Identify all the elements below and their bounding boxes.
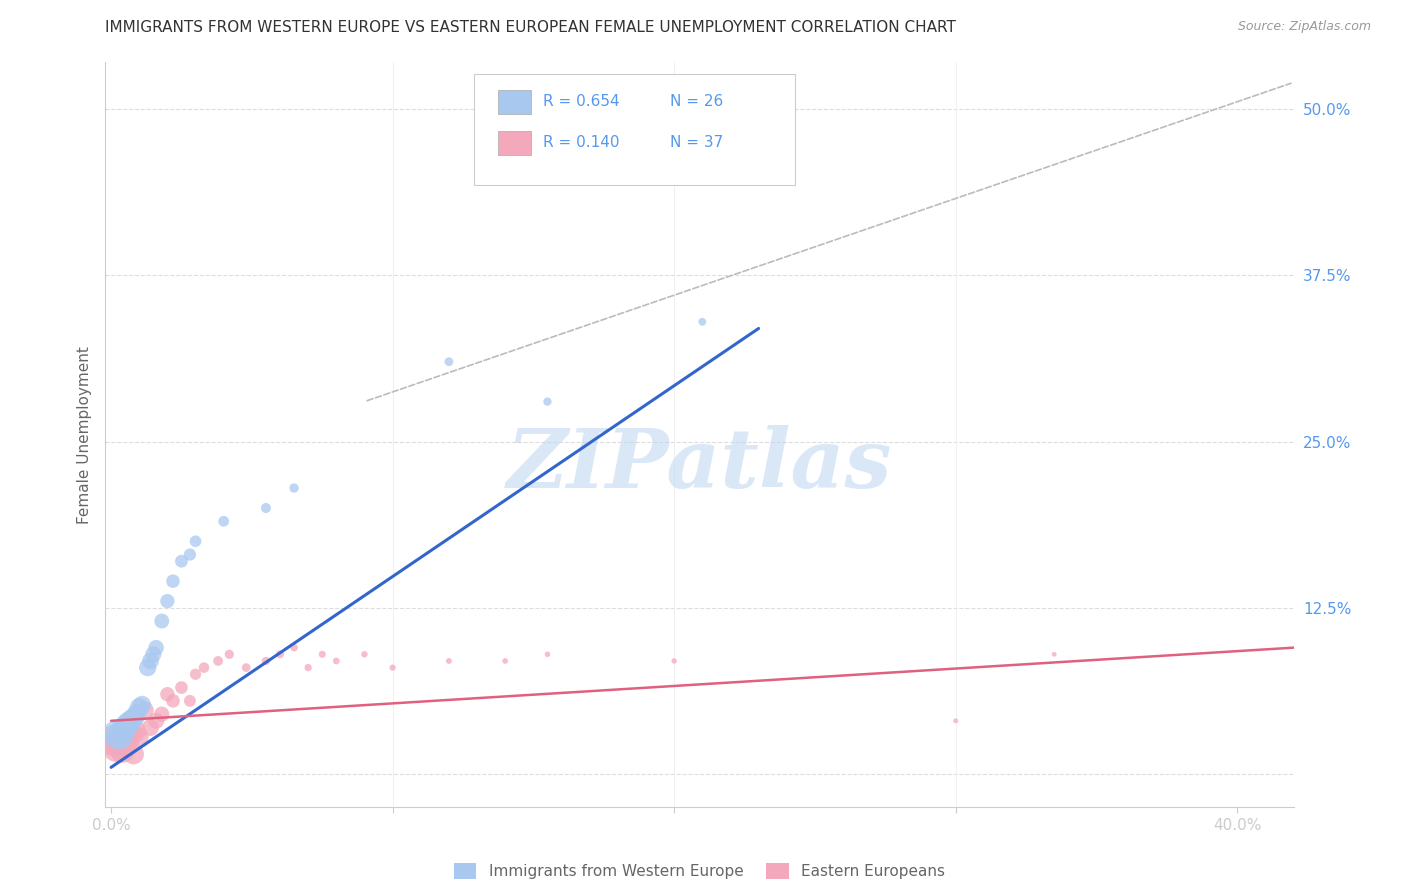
FancyBboxPatch shape	[498, 131, 531, 155]
Point	[105, 740, 128, 755]
Point	[122, 711, 145, 725]
Point	[1043, 648, 1066, 662]
Point	[218, 648, 240, 662]
Point	[283, 640, 305, 655]
Point	[437, 354, 460, 368]
Point	[122, 747, 145, 761]
Point	[120, 714, 142, 728]
Text: N = 37: N = 37	[669, 136, 723, 151]
Text: R = 0.654: R = 0.654	[543, 95, 619, 110]
Text: N = 26: N = 26	[669, 95, 723, 110]
FancyBboxPatch shape	[498, 90, 531, 114]
Point	[212, 514, 235, 528]
Point	[536, 394, 558, 409]
Point	[103, 733, 125, 747]
Point	[120, 727, 142, 741]
Point	[156, 687, 179, 701]
Point	[131, 698, 153, 712]
Point	[254, 654, 277, 668]
Point	[207, 654, 229, 668]
Point	[150, 614, 173, 628]
Point	[170, 554, 193, 568]
Point	[111, 724, 134, 739]
Point	[162, 694, 184, 708]
Point	[108, 730, 131, 744]
Point	[184, 534, 207, 549]
Point	[128, 730, 150, 744]
Text: R = 0.140: R = 0.140	[543, 136, 619, 151]
Point	[108, 738, 131, 752]
Point	[145, 640, 167, 655]
Point	[125, 724, 148, 739]
Point	[494, 654, 516, 668]
Point	[184, 667, 207, 681]
Point	[179, 548, 201, 562]
Point	[381, 660, 404, 674]
Text: IMMIGRANTS FROM WESTERN EUROPE VS EASTERN EUROPEAN FEMALE UNEMPLOYMENT CORRELATI: IMMIGRANTS FROM WESTERN EUROPE VS EASTER…	[105, 20, 956, 35]
Text: ZIPatlas: ZIPatlas	[506, 425, 893, 505]
Point	[150, 707, 173, 722]
Point	[179, 694, 201, 708]
Point	[311, 648, 333, 662]
Point	[139, 721, 162, 735]
Point	[692, 315, 714, 329]
Point	[117, 716, 139, 731]
Point	[193, 660, 215, 674]
Point	[142, 648, 165, 662]
Point	[170, 681, 193, 695]
Point	[235, 660, 257, 674]
Point	[325, 654, 347, 668]
Point	[145, 714, 167, 728]
Point	[254, 501, 277, 516]
Point	[128, 700, 150, 714]
Legend: Immigrants from Western Europe, Eastern Europeans: Immigrants from Western Europe, Eastern …	[447, 857, 952, 885]
FancyBboxPatch shape	[474, 74, 794, 186]
Point	[536, 648, 558, 662]
Point	[105, 727, 128, 741]
Point	[156, 594, 179, 608]
Point	[283, 481, 305, 495]
Point	[437, 654, 460, 668]
Y-axis label: Female Unemployment: Female Unemployment	[76, 346, 91, 524]
Point	[269, 648, 291, 662]
Point	[136, 660, 159, 674]
Text: Source: ZipAtlas.com: Source: ZipAtlas.com	[1237, 20, 1371, 33]
Point	[353, 648, 375, 662]
Point	[134, 703, 156, 717]
Point	[945, 714, 967, 728]
Point	[125, 707, 148, 722]
Point	[297, 660, 319, 674]
Point	[139, 654, 162, 668]
Point	[117, 733, 139, 747]
Point	[162, 574, 184, 589]
Point	[111, 743, 134, 757]
Point	[114, 730, 136, 744]
Point	[114, 721, 136, 735]
Point	[662, 654, 685, 668]
